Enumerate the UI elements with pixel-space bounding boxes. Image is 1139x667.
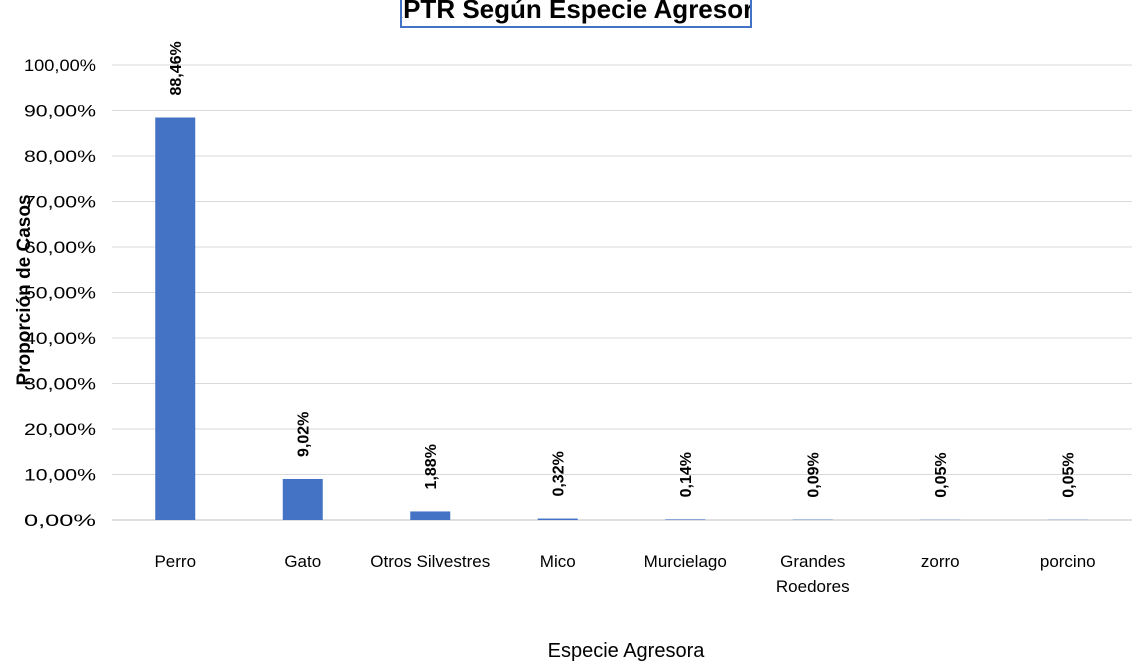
data-label: 9,02% bbox=[296, 412, 313, 457]
category-labels: Perro Gato Otros Silvestres Mico Murcielago G… bbox=[154, 552, 1095, 596]
bar bbox=[665, 519, 706, 520]
y-tick-label: 30,00% bbox=[24, 375, 96, 394]
y-tick-label: 90,00% bbox=[24, 102, 96, 121]
data-label: 0,09% bbox=[806, 452, 823, 497]
data-label: 0,14% bbox=[678, 452, 695, 497]
category-label: Grandes bbox=[780, 552, 845, 571]
category-label: Murcielago bbox=[644, 552, 727, 571]
y-tick-label: 40,00% bbox=[24, 329, 96, 348]
x-axis-label: Especie Agresora bbox=[548, 640, 706, 662]
chart-title: APTR Según Especie Agresora bbox=[400, 0, 752, 28]
bars bbox=[155, 117, 1088, 520]
category-label: zorro bbox=[921, 552, 960, 571]
bar bbox=[282, 478, 323, 520]
data-label: 0,05% bbox=[1061, 452, 1078, 497]
y-tick-label: 70,00% bbox=[24, 193, 96, 212]
y-tick-labels: 0,00% 10,00% 20,00% 30,00% 40,00% 50,00% 60,00… bbox=[24, 56, 96, 530]
category-label: Roedores bbox=[776, 577, 850, 596]
category-label: porcino bbox=[1040, 552, 1096, 571]
y-tick-label: 20,00% bbox=[24, 420, 96, 439]
category-label: Mico bbox=[540, 552, 576, 571]
y-axis-label: Proporción de Casos bbox=[14, 194, 35, 385]
category-label: Gato bbox=[284, 552, 321, 571]
bar bbox=[155, 117, 196, 520]
category-label: Otros Silvestres bbox=[370, 552, 490, 571]
data-label: 0,05% bbox=[933, 452, 950, 497]
gridlines bbox=[112, 64, 1132, 521]
y-tick-label: 100,00% bbox=[24, 56, 96, 75]
y-tick-label: 80,00% bbox=[24, 147, 96, 166]
category-label: Perro bbox=[154, 552, 196, 571]
bar bbox=[410, 511, 451, 520]
data-labels: 88,46% 9,02% 1,88% 0,32% 0,14% 0,09% 0,05% 0,05… bbox=[168, 41, 1078, 498]
y-tick-label: 50,00% bbox=[24, 284, 96, 303]
bar bbox=[537, 518, 578, 520]
y-tick-label: 60,00% bbox=[24, 238, 96, 257]
data-label: 0,32% bbox=[551, 451, 568, 496]
y-tick-label: 0,00% bbox=[24, 511, 96, 530]
data-label: 1,88% bbox=[423, 444, 440, 489]
data-label: 88,46% bbox=[168, 41, 185, 95]
y-tick-label: 10,00% bbox=[24, 466, 96, 485]
